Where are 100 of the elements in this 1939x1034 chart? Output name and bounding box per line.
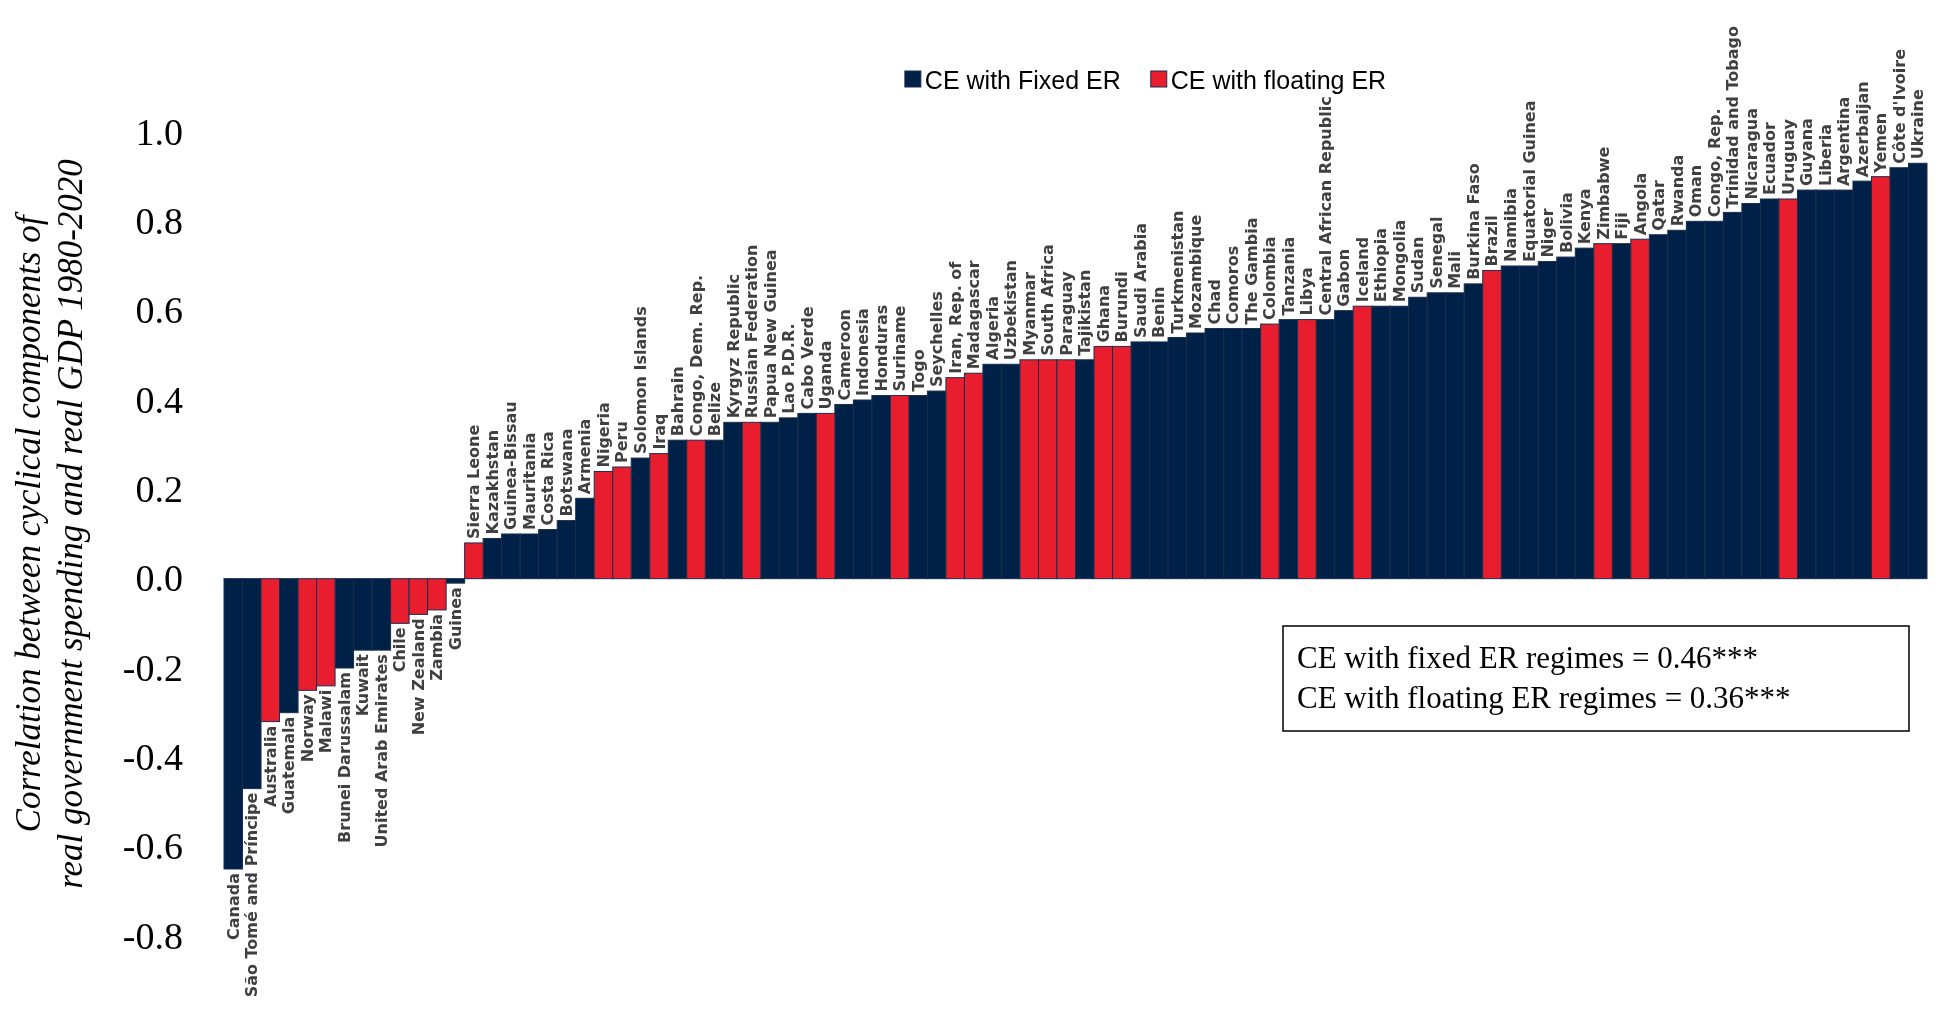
- x-tick-label: Brunei Darussalam: [334, 672, 354, 843]
- x-tick-label: Guyana: [1797, 118, 1817, 187]
- x-tick-label: Argentina: [1834, 96, 1854, 187]
- x-tick-label: Trinidad and Tobago: [1723, 26, 1743, 209]
- x-tick-label: Iran, Rep. of: [945, 260, 965, 374]
- note-box: CE with fixed ER regimes = 0.46*** CE with floating ER regimes = 0.36***: [1282, 625, 1910, 732]
- x-tick-label: Brazil: [1482, 215, 1502, 267]
- x-tick-label: Central African Republic: [1315, 96, 1335, 316]
- x-tick-label: Ethiopia: [1371, 228, 1391, 303]
- x-tick-label: Congo, Rep.: [1704, 108, 1724, 218]
- x-tick-label: Lao P.D.R.: [779, 323, 799, 414]
- x-tick-label: Bolivia: [1556, 192, 1576, 254]
- x-tick-label: Cameroon: [834, 309, 854, 401]
- y-axis-title: Correlation between cyclical components of real government spending and real GDP 1980-2020: [9, 158, 90, 889]
- x-tick-label: Sudan: [1408, 236, 1428, 294]
- x-tick-label: Myanmar: [1019, 271, 1039, 356]
- y-tick-label: 0.0: [135, 557, 183, 600]
- x-tick-label: Côte d'Ivoire: [1889, 48, 1909, 164]
- x-tick-label: Armenia: [575, 418, 595, 495]
- x-tick-label: Zambia: [427, 613, 447, 681]
- x-tick-label: Solomon Islands: [630, 306, 650, 455]
- x-tick-label: Kuwait: [353, 653, 373, 717]
- x-tick-label: Chad: [1204, 279, 1224, 325]
- x-tick-label: Angola: [1630, 172, 1650, 236]
- x-tick-label: Benin: [1149, 286, 1169, 338]
- y-tick-label: -0.4: [122, 735, 183, 778]
- x-tick-label: Chile: [390, 627, 410, 673]
- x-tick-label: Iceland: [1352, 236, 1372, 303]
- x-tick-label: Yemen: [1871, 112, 1891, 174]
- x-tick-label: Mauritania: [519, 432, 539, 530]
- x-tick-label: New Zealand: [408, 618, 428, 736]
- x-tick-label: Gabon: [1334, 248, 1354, 307]
- x-tick-label: Botswana: [556, 428, 576, 517]
- x-tick-label: Turkmenistan: [1167, 210, 1187, 334]
- x-tick-label: Mongolia: [1389, 219, 1409, 303]
- x-tick-label: Sierra Leone: [464, 424, 484, 539]
- x-tick-label: Congo, Dem. Rep.: [686, 274, 706, 437]
- x-tick-label: Azerbaijan: [1852, 81, 1872, 178]
- x-tick-label: Togo: [908, 349, 928, 392]
- x-tick-label: The Gambia: [1241, 217, 1261, 325]
- x-tick-label: Qatar: [1649, 179, 1669, 231]
- y-tick-label: 0.8: [135, 199, 183, 242]
- x-tick-label: Uganda: [816, 340, 836, 410]
- y-tick-label: -0.6: [122, 825, 183, 868]
- x-tick-label: Rwanda: [1667, 154, 1687, 227]
- x-tick-label: Paraguay: [1056, 270, 1076, 356]
- y-tick-label: -0.2: [122, 646, 183, 689]
- y-tick-label: 0.4: [135, 378, 183, 421]
- x-tick-label: Saudi Arabia: [1130, 222, 1150, 338]
- annotation: CE with floating ER regimes = 0.36***: [1297, 680, 1791, 715]
- x-tick-label: Kazakhstan: [482, 429, 502, 535]
- x-tick-label: Russian Federation: [742, 244, 762, 419]
- annotation: CE with fixed ER regimes = 0.46***: [1297, 640, 1758, 675]
- x-tick-label: Tajikistan: [1075, 269, 1095, 356]
- x-tick-label: Zimbabwe: [1593, 146, 1613, 240]
- x-tick-label: Niger: [1538, 208, 1558, 258]
- y-tick-label: 0.6: [135, 289, 183, 332]
- x-tick-label: Canada: [223, 873, 243, 940]
- y-tick-label: -0.8: [122, 914, 183, 957]
- x-tick-label: Kyrgyz Republic: [723, 273, 743, 419]
- x-tick-label: Iraq: [649, 413, 669, 450]
- x-tick-label: Libya: [1297, 267, 1317, 316]
- x-tick-label: Namibia: [1501, 187, 1521, 262]
- x-tick-label: Malawi: [316, 689, 336, 754]
- x-tick-label: Guinea: [445, 587, 465, 651]
- x-tick-label: Uzbekistan: [1001, 260, 1021, 361]
- y-tick-label: 1.0: [135, 110, 183, 153]
- legend-label: CE with Fixed ER: [924, 66, 1121, 94]
- x-tick-label: Honduras: [871, 304, 891, 392]
- x-tick-label: Guatemala: [279, 716, 299, 815]
- x-tick-label: Tanzania: [1278, 236, 1298, 316]
- x-tick-label: Burkina Faso: [1463, 163, 1483, 280]
- x-tick-label: Nigeria: [593, 402, 613, 468]
- x-tick-label: Nicaragua: [1741, 107, 1761, 200]
- x-tick-label: Comoros: [1223, 245, 1243, 325]
- x-tick-label: Bahrain: [668, 366, 688, 437]
- x-tick-label: Oman: [1686, 164, 1706, 218]
- x-tick-label: Ecuador: [1760, 121, 1780, 195]
- x-tick-label: Senegal: [1426, 216, 1446, 289]
- x-tick-label: Seychelles: [927, 291, 947, 388]
- x-tick-label: Mali: [1445, 251, 1465, 289]
- x-tick-label: South Africa: [1038, 244, 1058, 356]
- x-tick-label: Liberia: [1815, 123, 1835, 187]
- x-tick-label: Indonesia: [853, 308, 873, 396]
- x-tick-label: São Tomé and Príncipe: [242, 792, 262, 998]
- x-tick-label: Belize: [705, 381, 725, 437]
- x-tick-label: Fiji: [1612, 212, 1632, 240]
- x-tick-label: Uruguay: [1778, 118, 1798, 195]
- x-tick-label: Ghana: [1093, 284, 1113, 343]
- x-tick-label: Kenya: [1575, 188, 1595, 245]
- x-tick-label: Suriname: [890, 305, 910, 392]
- x-tick-label: Norway: [297, 693, 317, 763]
- x-tick-label: Colombia: [1260, 236, 1280, 321]
- x-tick-label: Algeria: [982, 295, 1002, 361]
- legend-label: CE with floating ER: [1170, 66, 1387, 94]
- x-tick-label: Ukraine: [1908, 89, 1928, 160]
- x-tick-label: Peru: [612, 421, 632, 463]
- x-tick-label: Guinea-Bissau: [501, 401, 521, 530]
- x-tick-label: Equatorial Guinea: [1519, 100, 1539, 262]
- x-tick-label: Australia: [260, 725, 280, 808]
